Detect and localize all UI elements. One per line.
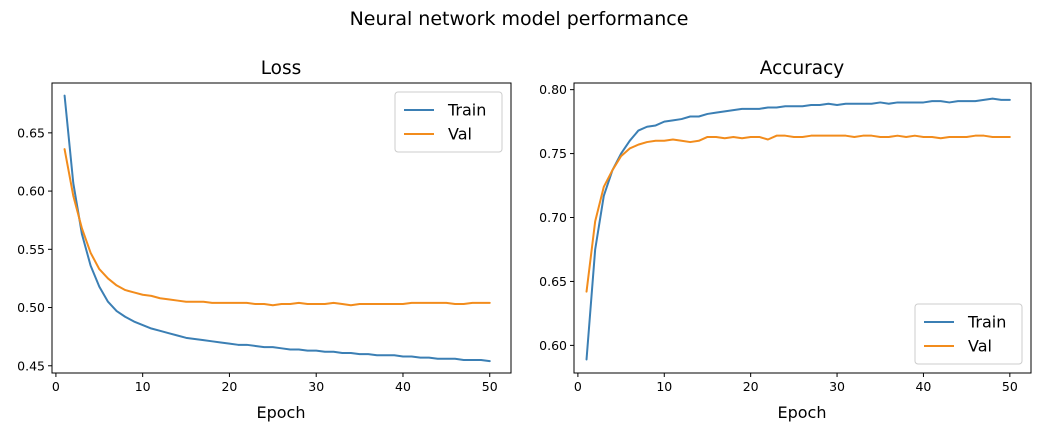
accuracy-x-tick-label: 50 (1002, 379, 1018, 394)
accuracy-x-tick-label: 40 (915, 379, 931, 394)
loss-x-tick-label: 30 (308, 379, 324, 394)
accuracy-legend-box (914, 303, 1023, 365)
accuracy-x-tick-label: 30 (829, 379, 845, 394)
loss-y-tick-label: 0.55 (17, 242, 45, 257)
figure-title: Neural network model performance (350, 8, 689, 30)
loss-legend-box (394, 91, 503, 153)
accuracy-series-val-line (585, 134, 1011, 293)
accuracy-x-tick-label: 20 (743, 379, 759, 394)
accuracy-axes-frame (573, 82, 1032, 374)
loss-x-tick-label: 20 (221, 379, 237, 394)
loss-series-val-line (63, 148, 491, 307)
accuracy-legend-train-label: Train (967, 313, 1006, 332)
accuracy-legend-val-label: Val (968, 337, 992, 356)
loss-y-tick-label: 0.60 (17, 184, 45, 199)
accuracy-x-tick-label: 10 (656, 379, 672, 394)
accuracy-y-tick-label: 0.80 (539, 82, 567, 97)
accuracy-legend: Train Val (914, 303, 1023, 365)
accuracy-series-train-line (585, 97, 1011, 361)
loss-y-tick-label: 0.65 (17, 125, 45, 140)
loss-x-tick-label: 10 (135, 379, 151, 394)
loss-x-tick-label: 0 (52, 379, 60, 394)
loss-panel-title: Loss (261, 58, 302, 79)
accuracy-y-tick-label: 0.70 (539, 210, 567, 225)
loss-axes-frame (51, 82, 512, 374)
accuracy-x-axis-label: Epoch (778, 403, 827, 422)
loss-panel: Loss Epoch 0 10 20 30 40 50 0.45 0.50 0.55 0.60 0.… (17, 58, 512, 422)
accuracy-y-tick-label: 0.60 (539, 338, 567, 353)
accuracy-panel: Accuracy Epoch 0 10 20 30 40 50 0.60 0.65 0.70 0.… (539, 58, 1032, 422)
loss-legend-val-label: Val (448, 125, 472, 144)
loss-x-tick-label: 50 (482, 379, 498, 394)
accuracy-panel-title: Accuracy (760, 58, 845, 79)
loss-x-tick-label: 40 (395, 379, 411, 394)
loss-x-axis-label: Epoch (257, 403, 306, 422)
accuracy-y-tick-label: 0.65 (539, 274, 567, 289)
loss-y-tick-label: 0.45 (17, 358, 45, 373)
loss-legend-train-label: Train (447, 101, 486, 120)
accuracy-y-tick-label: 0.75 (539, 146, 567, 161)
loss-legend: Train Val (394, 91, 503, 153)
accuracy-x-tick-label: 0 (574, 379, 582, 394)
loss-series-train-line (63, 94, 491, 363)
loss-y-tick-label: 0.50 (17, 300, 45, 315)
